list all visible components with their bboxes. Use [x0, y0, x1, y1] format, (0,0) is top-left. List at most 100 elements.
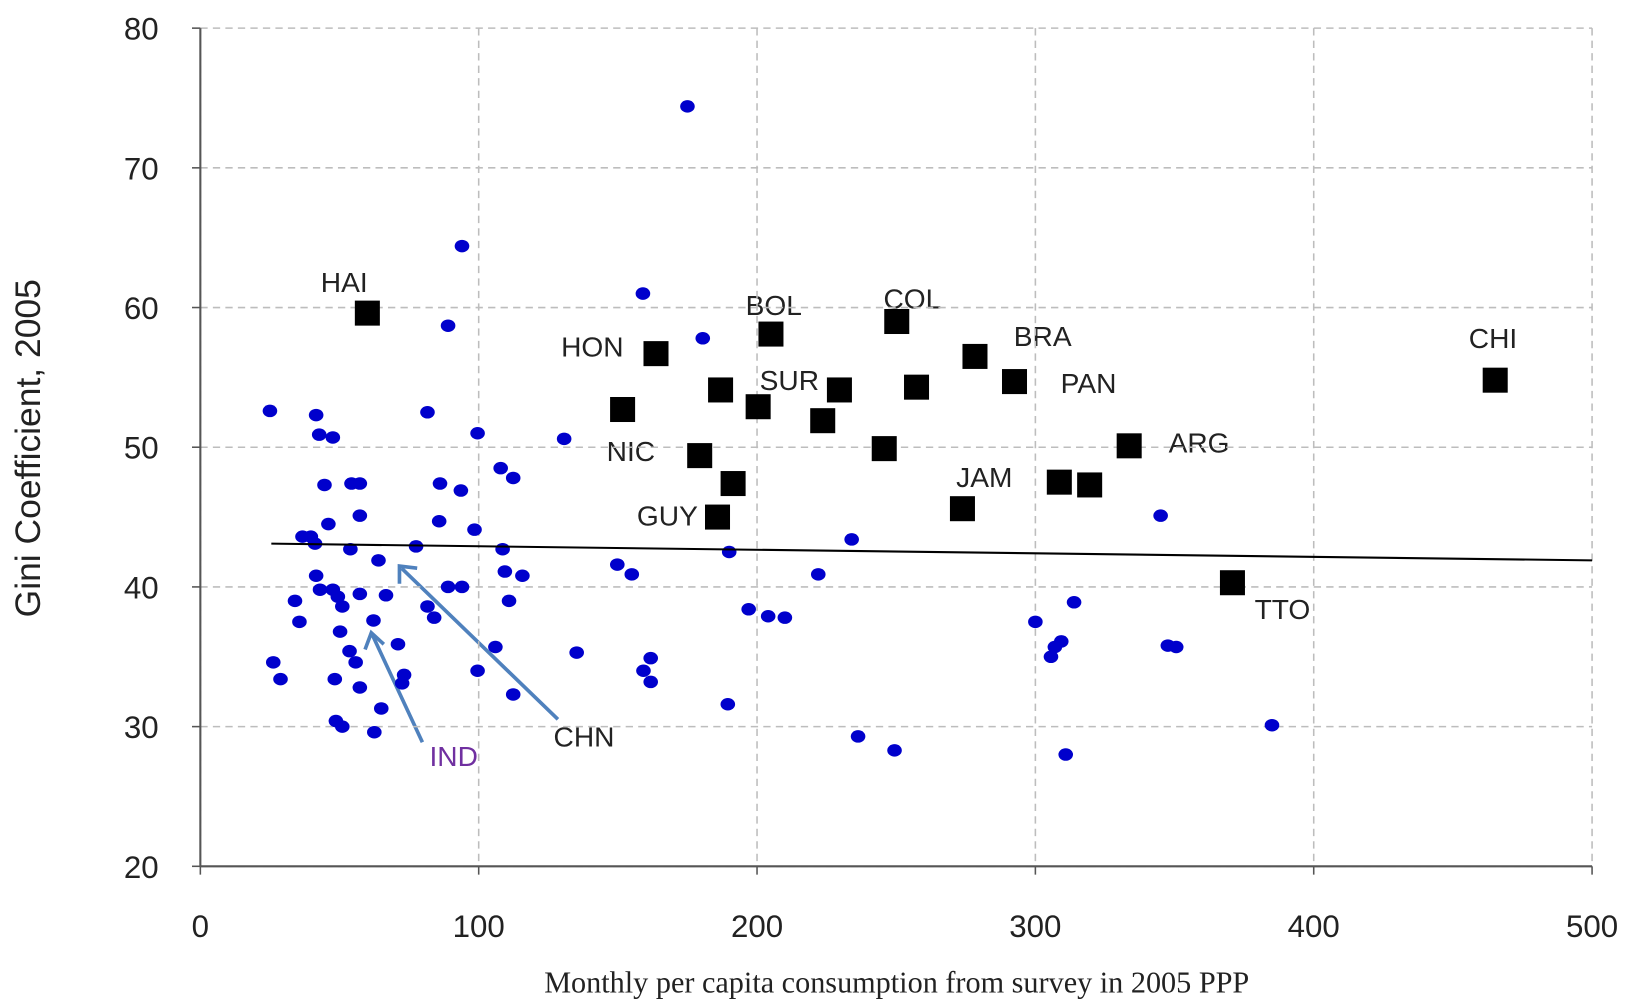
point — [352, 477, 368, 490]
point — [470, 664, 485, 677]
point — [962, 343, 988, 369]
point — [342, 644, 357, 658]
point — [687, 443, 713, 469]
point — [758, 321, 784, 347]
annotation: BRA — [1014, 321, 1072, 352]
point — [495, 542, 510, 556]
point — [497, 565, 513, 578]
point — [1058, 748, 1074, 761]
point — [352, 587, 368, 601]
point — [1168, 640, 1184, 654]
point — [680, 100, 695, 113]
point — [695, 332, 711, 345]
y-tick-label: 20 — [124, 850, 159, 885]
y-axis-label: Gini Coefficient, 2005 — [8, 279, 48, 617]
point — [330, 590, 346, 603]
point — [515, 569, 530, 582]
point — [741, 603, 756, 616]
point — [440, 580, 456, 594]
annotation: NIC — [607, 436, 655, 467]
annotation: TTO — [1255, 594, 1311, 625]
point — [493, 461, 508, 475]
point — [844, 533, 859, 546]
point — [871, 436, 897, 462]
point — [1066, 596, 1082, 609]
point — [884, 308, 910, 335]
point — [1047, 640, 1063, 654]
point — [708, 377, 734, 403]
annotation: HON — [561, 332, 624, 363]
x-axis-label: Monthly per capita consumption from surv… — [544, 965, 1249, 999]
point — [373, 702, 389, 715]
point — [317, 478, 332, 492]
point — [826, 377, 852, 403]
point — [265, 656, 281, 669]
point — [1219, 570, 1245, 596]
point — [287, 594, 303, 608]
annotation: SUR — [760, 365, 819, 396]
trendline — [271, 542, 1593, 562]
point — [308, 408, 324, 422]
point — [850, 730, 866, 743]
point — [352, 681, 368, 694]
point — [810, 408, 836, 434]
arrow-head — [397, 564, 418, 584]
arrow — [370, 634, 425, 744]
point — [262, 404, 278, 418]
point — [745, 394, 771, 420]
point — [1482, 367, 1508, 393]
point — [454, 239, 470, 253]
annotation: BOL — [746, 290, 802, 321]
point — [1001, 369, 1028, 395]
point — [810, 568, 826, 581]
x-tick-label: 200 — [731, 909, 783, 944]
point — [426, 611, 442, 624]
y-tick-label: 80 — [124, 12, 159, 47]
point — [273, 672, 288, 686]
point — [949, 496, 975, 522]
point — [721, 545, 737, 559]
point — [432, 477, 448, 490]
y-tick-label: 30 — [124, 710, 159, 745]
point — [1046, 469, 1072, 495]
point — [470, 427, 485, 440]
arrow — [400, 566, 560, 721]
point — [378, 589, 394, 602]
point — [431, 515, 447, 528]
point — [643, 651, 659, 665]
point — [453, 484, 469, 497]
point — [635, 287, 651, 300]
point — [394, 677, 410, 690]
point — [292, 615, 307, 629]
arrows — [363, 564, 560, 744]
point — [643, 675, 659, 689]
point — [1264, 718, 1280, 732]
annotation: PAN — [1061, 368, 1117, 399]
x-tick-label: 100 — [453, 909, 505, 944]
point — [440, 319, 456, 332]
x-tick-label: 500 — [1566, 909, 1618, 944]
point — [556, 432, 572, 446]
point — [335, 600, 350, 613]
point — [312, 583, 328, 596]
point — [327, 672, 343, 686]
point — [343, 542, 358, 556]
x-tick-label: 400 — [1288, 909, 1340, 944]
point — [624, 568, 640, 581]
annotation: HAI — [321, 267, 368, 298]
point — [777, 611, 793, 624]
point — [308, 569, 324, 582]
point — [371, 554, 386, 567]
point — [505, 471, 521, 485]
point — [367, 725, 382, 739]
point — [488, 640, 503, 654]
point — [332, 625, 348, 638]
point — [1028, 615, 1043, 629]
annotation: ARG — [1169, 427, 1230, 458]
y-tick-label: 40 — [124, 570, 159, 605]
point — [505, 688, 521, 701]
point — [610, 396, 636, 423]
point — [354, 300, 380, 326]
arrow-head — [363, 629, 386, 651]
